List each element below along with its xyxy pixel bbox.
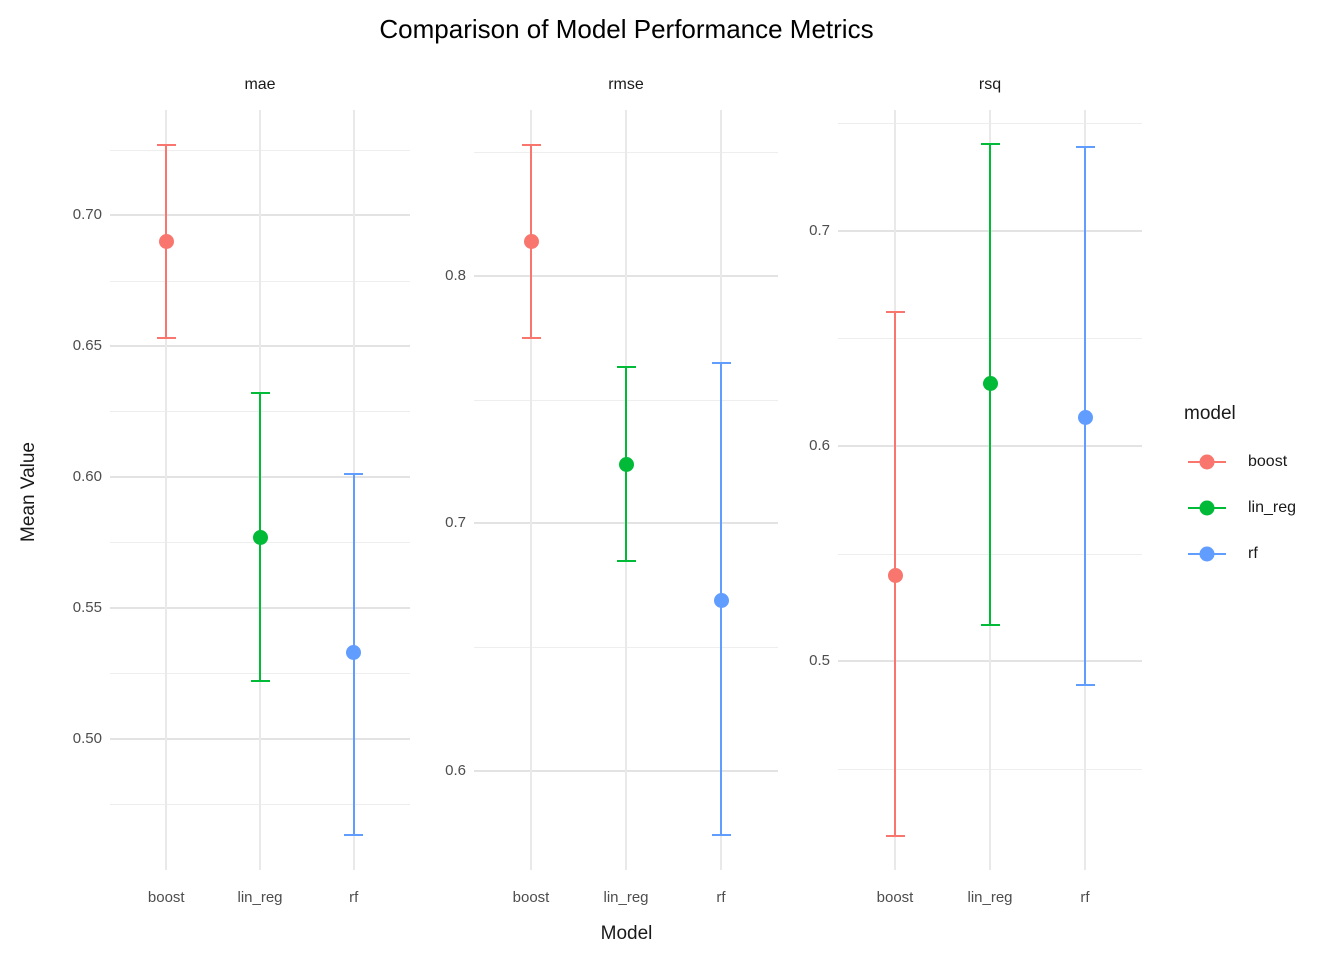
errorbar-cap-lower-lin_reg [980, 623, 1000, 626]
x-tick-label: lin_reg [237, 889, 283, 906]
x-tick-label: boost [512, 889, 550, 906]
x-tick-label: boost [147, 889, 185, 906]
panel-rsq [838, 110, 1142, 870]
errorbar-cap-upper-rf [1075, 145, 1095, 148]
legend: model boost lin_reg rf [1184, 403, 1296, 577]
errorbar-cap-upper-lin_reg [250, 392, 270, 395]
errorbar-cap-lower-lin_reg [250, 680, 270, 683]
vertical-gridline [530, 110, 532, 870]
errorbar-cap-lower-rf [344, 834, 364, 837]
errorbar-cap-lower-rf [711, 834, 731, 837]
point-icon [1199, 454, 1215, 470]
y-tick-label: 0.70 [72, 206, 102, 224]
y-tick-label: 0.7 [445, 514, 466, 532]
x-tick-label: rf [716, 889, 726, 906]
x-axis-title: Model [600, 923, 653, 944]
y-tick-label: 0.8 [445, 266, 466, 284]
legend-item-rf: rf [1184, 531, 1296, 577]
y-tick-label: 0.6 [809, 436, 830, 454]
x-tick-label: lin_reg [967, 889, 1013, 906]
point-lin_reg [618, 456, 634, 472]
x-tick-label: boost [876, 889, 914, 906]
vertical-gridline [165, 110, 168, 870]
errorbar-cap-upper-boost [156, 143, 176, 146]
y-tick-label: 0.55 [72, 598, 102, 616]
y-axis-title: Mean Value [18, 442, 39, 542]
errorbar-cap-lower-lin_reg [616, 559, 636, 562]
errorbar-cap-lower-boost [156, 337, 176, 340]
errorbar-cap-lower-rf [1075, 683, 1095, 686]
y-tick-label: 0.7 [809, 221, 830, 239]
facet-strip-rsq: rsq [978, 76, 1002, 93]
legend-key-lin_reg [1188, 499, 1226, 517]
point-boost [158, 233, 174, 249]
legend-item-lin_reg: lin_reg [1184, 485, 1296, 531]
point-boost [523, 233, 539, 249]
facet-strip-mae: mae [244, 76, 276, 93]
point-boost [887, 567, 903, 583]
errorbar-cap-upper-rf [344, 473, 364, 476]
x-tick-label: lin_reg [603, 889, 649, 906]
errorbar-cap-upper-boost [885, 311, 905, 314]
errorbar-cap-upper-boost [521, 143, 541, 146]
legend-key-boost [1188, 453, 1226, 471]
y-tick-label: 0.5 [809, 652, 830, 670]
y-tick-label: 0.65 [72, 337, 102, 355]
point-icon [1199, 546, 1215, 562]
errorbar-cap-lower-boost [521, 336, 541, 339]
errorbar-cap-upper-lin_reg [616, 366, 636, 369]
legend-label: lin_reg [1248, 499, 1297, 516]
facet-strip-rmse: rmse [608, 76, 644, 93]
errorbar-cap-upper-rf [711, 361, 731, 364]
point-rf [346, 644, 362, 660]
point-rf [1077, 410, 1093, 426]
legend-key-rf [1188, 545, 1226, 563]
y-tick-label: 0.60 [72, 467, 102, 485]
x-tick-label: rf [349, 889, 359, 906]
legend-item-boost: boost [1184, 439, 1296, 485]
y-tick-label: 0.6 [445, 761, 466, 779]
x-tick-label: rf [1080, 889, 1090, 906]
point-lin_reg [982, 375, 998, 391]
chart-title: Comparison of Model Performance Metrics [379, 14, 874, 44]
legend-label: rf [1248, 545, 1258, 562]
errorbar-cap-lower-boost [885, 834, 905, 837]
legend-label: boost [1248, 453, 1288, 470]
panel-mae [110, 110, 410, 870]
errorbar-cap-upper-lin_reg [980, 143, 1000, 146]
legend-title: model [1184, 403, 1236, 424]
y-tick-label: 0.50 [72, 729, 102, 747]
panel-rmse [474, 110, 778, 870]
point-rf [713, 592, 729, 608]
point-lin_reg [252, 529, 268, 545]
point-icon [1199, 500, 1215, 516]
